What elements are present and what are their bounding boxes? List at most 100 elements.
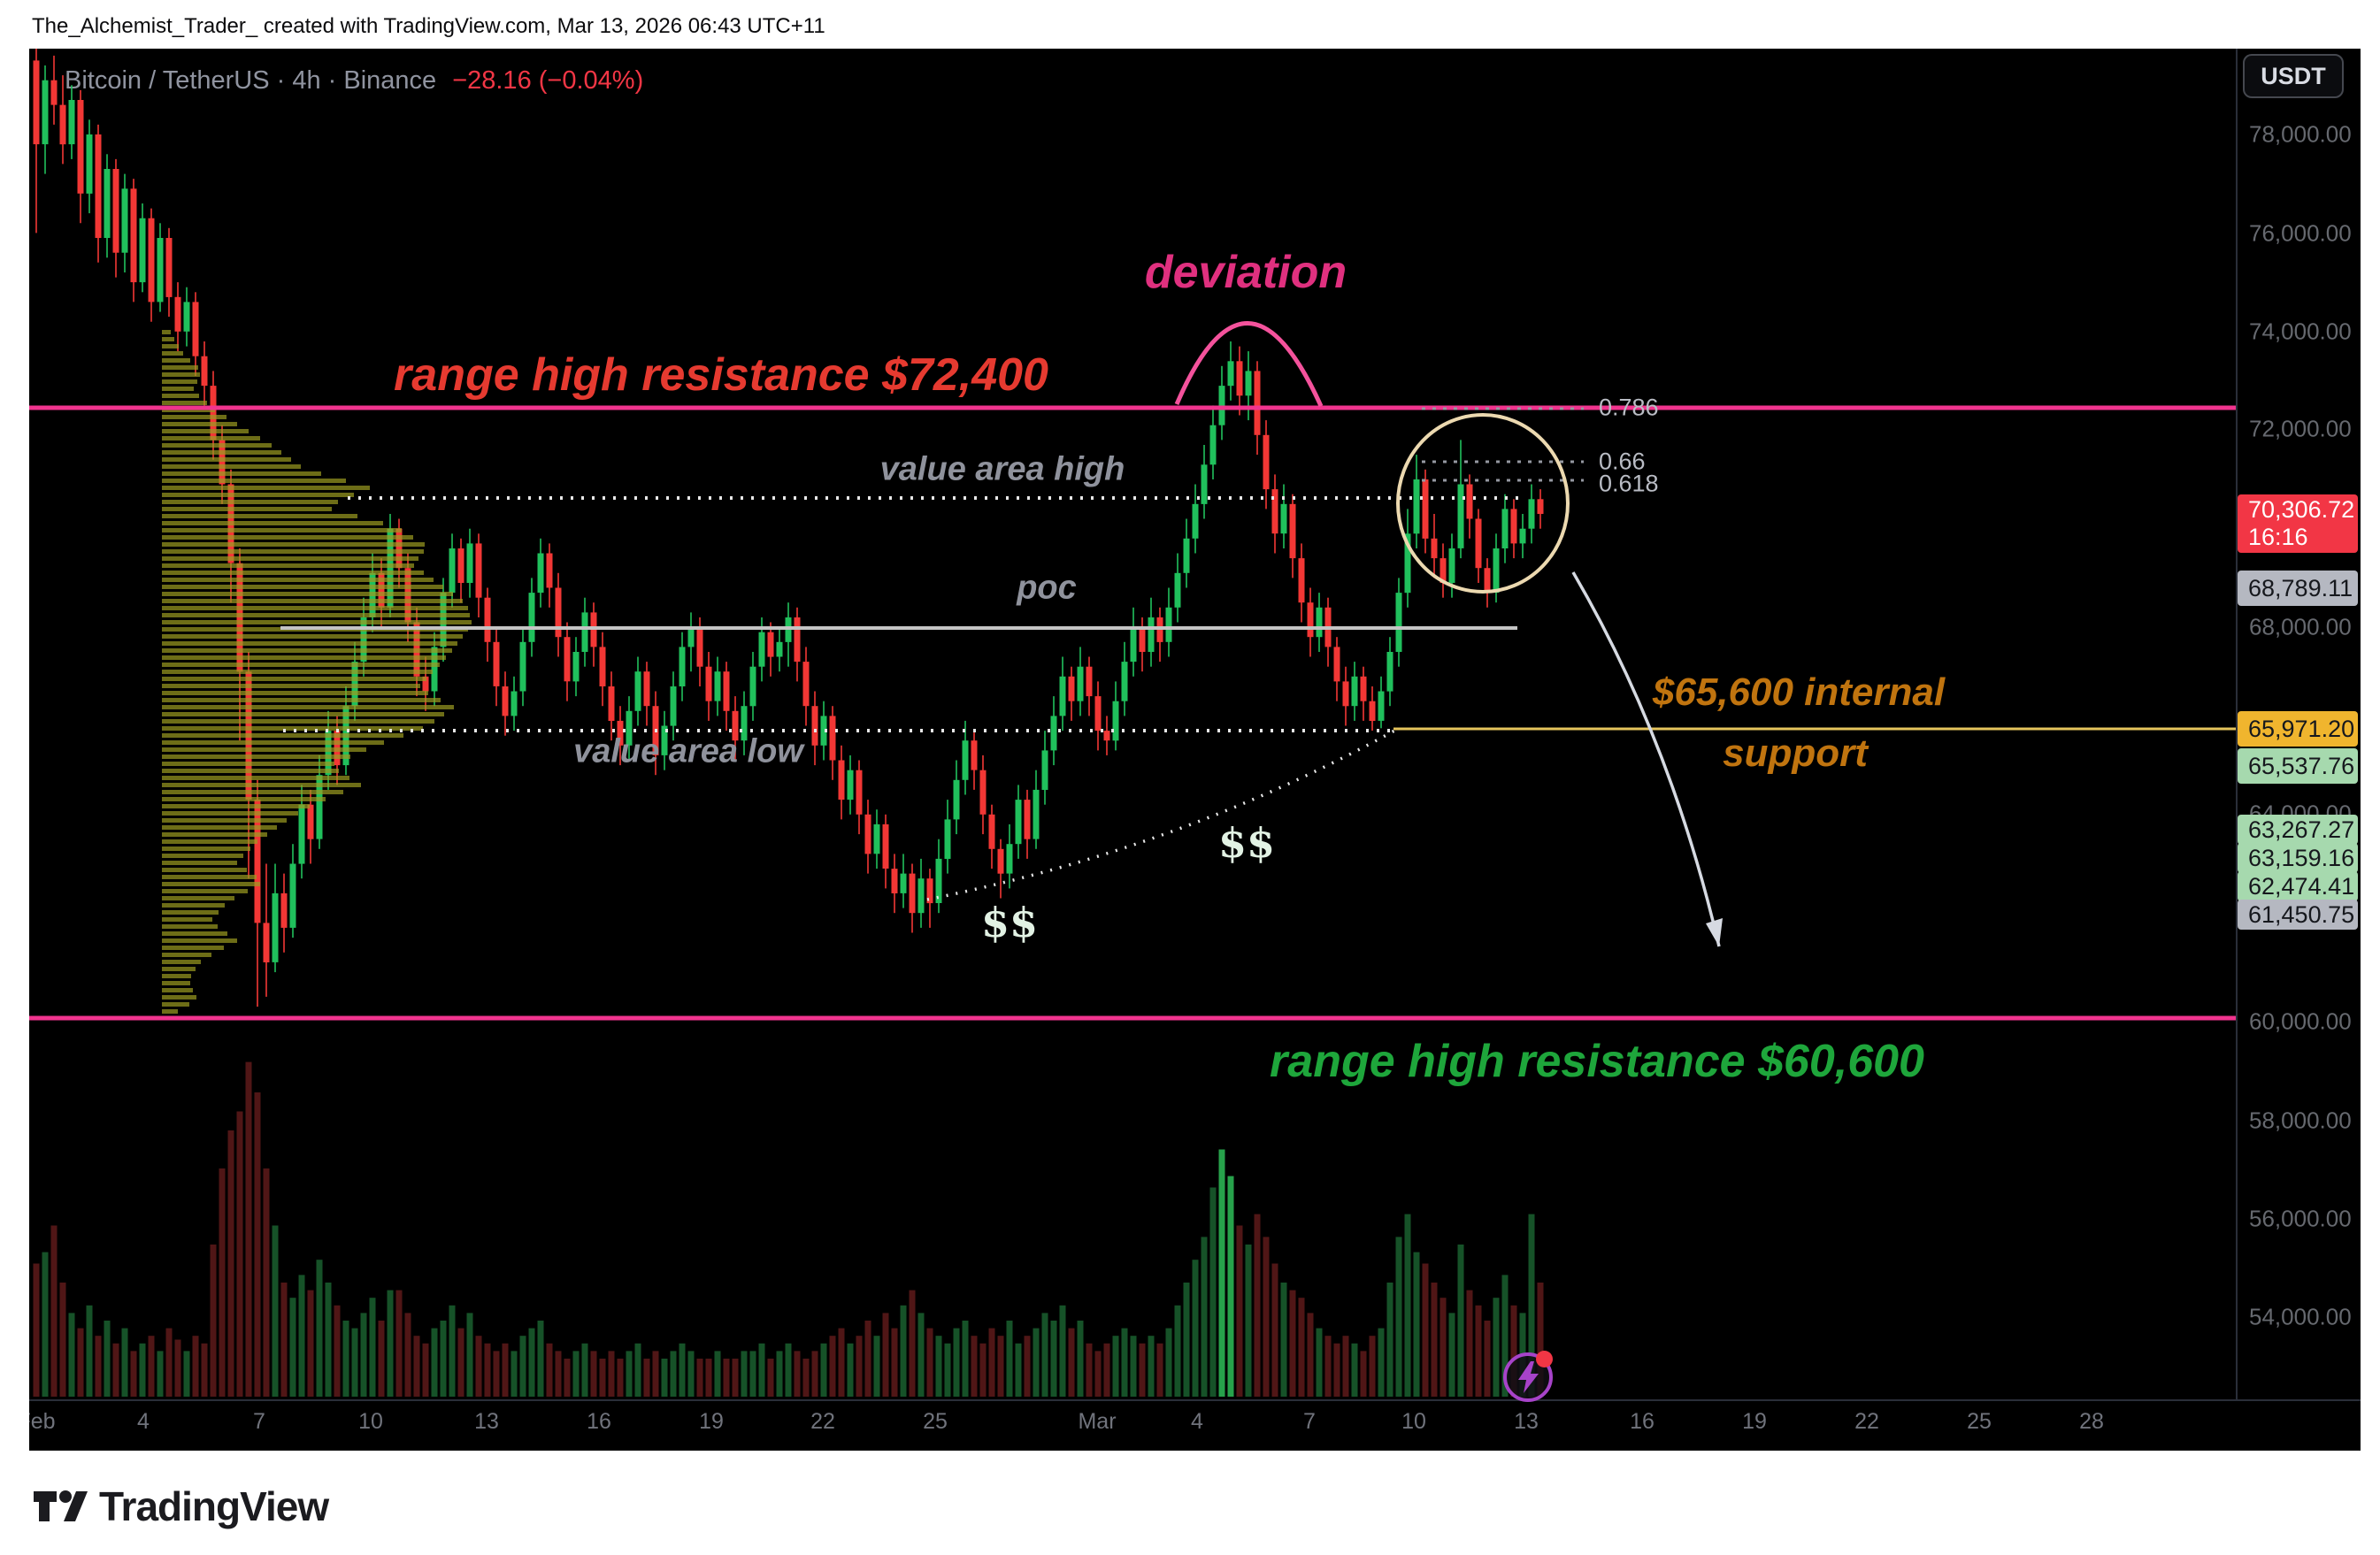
profile-bar: [162, 790, 343, 794]
candle: [1033, 789, 1040, 839]
range-high-bottom-label[interactable]: range high resistance $60,600: [1270, 1036, 1924, 1087]
price-axis[interactable]: USDT 78,000.00 76,000.00 74,000.00 72,000.0…: [2237, 49, 2361, 1400]
candle: [776, 641, 783, 657]
price-chart-canvas[interactable]: [29, 49, 2361, 1451]
candle: [891, 869, 898, 893]
volume-bar: [201, 1343, 208, 1397]
candle: [104, 169, 111, 238]
candle: [1510, 509, 1517, 544]
profile-bar: [162, 882, 260, 886]
fib-0618-label[interactable]: 0.618: [1599, 470, 1659, 497]
consolidation-circle[interactable]: [1396, 413, 1570, 594]
profile-bar: [162, 988, 193, 992]
volume-bar: [643, 1359, 650, 1397]
candle: [484, 597, 491, 642]
price-tick: 74,000.00: [2249, 318, 2352, 345]
footer[interactable]: TradingView: [32, 1482, 329, 1530]
candle: [794, 617, 801, 663]
candle: [289, 863, 296, 928]
profile-bar: [162, 514, 357, 518]
candle: [387, 528, 394, 608]
deviation-label[interactable]: deviation: [1144, 247, 1347, 298]
candle: [1378, 691, 1385, 721]
fib-066-label[interactable]: 0.66: [1599, 448, 1646, 475]
volume-bar: [1245, 1245, 1252, 1397]
internal-support-label-line2[interactable]: support: [1723, 732, 1868, 775]
volume-bar: [679, 1343, 686, 1397]
profile-bar: [162, 663, 440, 667]
currency-button[interactable]: USDT: [2243, 54, 2344, 98]
candle: [767, 632, 774, 657]
volume-bar: [1307, 1313, 1314, 1397]
volume-bar: [944, 1343, 951, 1397]
volume-bar: [599, 1359, 606, 1397]
candle: [1139, 627, 1146, 652]
candle: [360, 617, 367, 663]
candle: [1024, 800, 1031, 839]
volume-bar: [183, 1351, 190, 1397]
profile-bar: [162, 974, 191, 978]
profile-bar: [162, 917, 212, 922]
candle: [953, 779, 960, 820]
candle: [528, 593, 535, 642]
profile-bar: [162, 443, 272, 448]
level-tag: 61,450.75: [2238, 900, 2358, 930]
candle: [1316, 607, 1323, 638]
volume-bar: [334, 1305, 341, 1397]
candle: [1466, 484, 1473, 519]
time-axis[interactable]: Feb 4 7 10 13 16 19 22 25 Mar 4 7 10 13 16 19 22 25 28: [29, 1400, 2361, 1451]
candle: [599, 647, 606, 686]
volume-bar: [935, 1336, 942, 1397]
dollar-note-2[interactable]: $$: [1217, 819, 1276, 867]
volume-bar: [157, 1351, 164, 1397]
profile-bar: [162, 846, 250, 851]
dollar-note-1[interactable]: $$: [980, 899, 1039, 946]
volume-bar: [1006, 1321, 1013, 1397]
candle: [537, 553, 544, 594]
profile-bar: [162, 684, 420, 688]
dotted-trendline[interactable]: [926, 728, 1397, 901]
volume-bar: [245, 1061, 252, 1397]
candle: [1280, 503, 1287, 534]
profile-bar: [162, 620, 472, 624]
volume-bar: [449, 1305, 456, 1397]
flash-icon[interactable]: [1503, 1351, 1553, 1402]
deviation-arc[interactable]: [1174, 321, 1324, 408]
volume-bar: [1404, 1214, 1411, 1397]
candle: [219, 440, 226, 485]
candle: [962, 740, 969, 780]
chart-area[interactable]: Bitcoin / TetherUS · 4h · Binance −28.16 …: [29, 49, 2361, 1451]
profile-bar: [162, 854, 243, 858]
volume-bar: [572, 1351, 580, 1397]
volume-bar: [139, 1343, 146, 1397]
internal-support-label-line1[interactable]: $65,600 internal: [1652, 670, 1946, 714]
candle: [926, 878, 933, 904]
profile-bar: [162, 832, 267, 837]
symbol-legend[interactable]: Bitcoin / TetherUS · 4h · Binance −28.16 …: [65, 66, 643, 96]
poc-label[interactable]: poc: [1017, 569, 1077, 607]
candle: [856, 770, 863, 815]
range-high-top-label[interactable]: range high resistance $72,400: [394, 349, 1048, 401]
profile-bar: [162, 351, 183, 356]
candle: [519, 641, 526, 692]
value-area-high-label[interactable]: value area high: [879, 450, 1125, 488]
breakdown-arrow[interactable]: [1571, 571, 1721, 947]
candle: [68, 100, 75, 145]
candle: [33, 60, 40, 145]
fib-0786-label[interactable]: 0.786: [1599, 394, 1659, 421]
candle: [1094, 696, 1102, 732]
volume-bar: [900, 1305, 907, 1397]
profile-bar: [162, 691, 428, 695]
volume-bar: [130, 1351, 137, 1397]
candle: [422, 676, 429, 692]
value-area-low-label[interactable]: value area low: [573, 732, 803, 770]
candle: [1501, 509, 1509, 548]
volume-bar: [1431, 1283, 1438, 1397]
candle: [174, 296, 181, 332]
volume-bar: [210, 1245, 217, 1397]
volume-bar: [864, 1321, 871, 1397]
candle: [1192, 503, 1199, 539]
profile-bar: [162, 549, 424, 554]
candle: [555, 587, 562, 638]
candle: [1440, 558, 1447, 583]
